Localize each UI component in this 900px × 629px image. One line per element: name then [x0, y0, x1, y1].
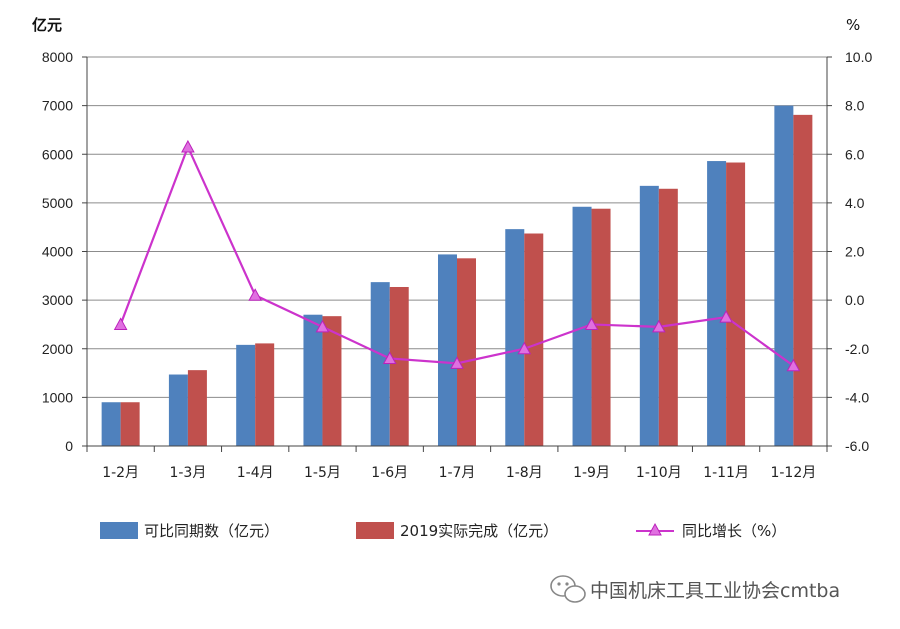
- bar-comparable: [505, 229, 525, 446]
- bar-comparable: [572, 206, 592, 446]
- bar-comparable: [303, 314, 323, 446]
- left-axis-tick-label: 8000: [42, 49, 73, 65]
- x-axis-tick-label: 1-2月: [102, 465, 139, 481]
- bar-actual: [187, 370, 207, 446]
- growth-point: [584, 317, 599, 330]
- left-axis-tick-label: 6000: [42, 146, 73, 162]
- growth-point: [651, 319, 666, 333]
- x-axis-tick-label: 1-4月: [237, 465, 274, 481]
- growth-point: [113, 317, 128, 330]
- x-axis-tick-label: 1-12月: [770, 465, 816, 481]
- legend-label-actual: 2019实际完成（亿元）: [400, 522, 558, 540]
- bar-comparable: [707, 161, 727, 446]
- bar-actual: [524, 233, 544, 446]
- growth-point: [382, 351, 397, 364]
- bar-comparable: [438, 254, 457, 446]
- growth-point: [248, 288, 263, 301]
- bar-actual: [591, 208, 611, 446]
- legend-label-growth: 同比增长（%）: [682, 522, 786, 540]
- wechat-icon: [550, 575, 586, 603]
- right-axis-tick-label: 2.0: [845, 244, 865, 260]
- right-axis-tick-label: 4.0: [845, 195, 865, 211]
- growth-line: [113, 139, 801, 372]
- bars: [101, 105, 813, 447]
- legend-label-comparable: 可比同期数（亿元）: [144, 522, 279, 540]
- x-axis-tick-label: 1-8月: [506, 465, 543, 481]
- right-axis-tick-label: 6.0: [845, 146, 865, 162]
- bar-comparable: [101, 402, 121, 446]
- x-axis-tick-label: 1-3月: [169, 465, 206, 481]
- left-axis-tick-label: 5000: [42, 195, 73, 211]
- bar-actual: [120, 402, 140, 446]
- left-axis-tick-label: 1000: [42, 389, 73, 405]
- legend: 可比同期数（亿元） 2019实际完成（亿元） 同比增长（%）: [100, 522, 786, 540]
- bar-actual: [322, 316, 342, 446]
- left-axis-tick-label: 4000: [42, 244, 73, 260]
- bar-actual: [793, 114, 813, 447]
- growth-point: [719, 310, 733, 323]
- growth-point: [315, 319, 330, 333]
- bar-comparable: [168, 374, 188, 446]
- bar-comparable: [774, 105, 794, 446]
- x-axis-tick-label: 1-7月: [439, 465, 476, 481]
- growth-point: [181, 139, 195, 153]
- right-axis-tick-label: -2.0: [845, 341, 869, 357]
- right-axis-tick-label: 0.0: [845, 292, 865, 308]
- growth-point: [517, 341, 532, 355]
- watermark-text: 中国机床工具工业协会cmtba: [590, 580, 840, 602]
- bar-comparable: [639, 185, 659, 446]
- right-axis-tick-label: 8.0: [845, 98, 865, 114]
- growth-point: [786, 358, 801, 372]
- x-axis-tick-label: 1-9月: [573, 465, 610, 481]
- bar-actual: [726, 162, 746, 447]
- left-axis-unit: 亿元: [32, 16, 62, 34]
- legend-marker-growth: [648, 522, 662, 536]
- tick-labels: 0 -6.0 1000 -4.0 2000 -2.0 3000 0.0 4000 2.0 5000 4…: [42, 49, 873, 481]
- bar-actual: [457, 258, 476, 446]
- x-axis-tick-label: 1-6月: [371, 465, 408, 481]
- legend-swatch-comparable: [100, 522, 138, 539]
- left-axis-tick-label: 7000: [42, 98, 73, 114]
- right-axis-unit: %: [846, 16, 860, 34]
- left-axis-tick-label: 2000: [42, 341, 73, 357]
- right-axis-tick-label: -6.0: [845, 438, 869, 454]
- x-axis-tick-label: 1-11月: [703, 465, 749, 481]
- bar-actual: [389, 286, 409, 446]
- watermark: 中国机床工具工业协会cmtba: [550, 575, 840, 603]
- left-axis-tick-label: 0: [65, 438, 73, 454]
- bar-comparable: [236, 344, 256, 446]
- left-axis-tick-label: 3000: [42, 292, 73, 308]
- right-axis-tick-label: 10.0: [845, 49, 872, 65]
- bar-actual: [658, 188, 678, 446]
- legend-swatch-actual: [356, 522, 394, 539]
- growth-point: [450, 356, 464, 369]
- axes: [82, 56, 832, 452]
- x-axis-tick-label: 1-10月: [636, 465, 682, 481]
- x-axis-tick-label: 1-5月: [304, 465, 341, 481]
- bar-actual: [255, 343, 275, 446]
- bar-comparable: [370, 282, 390, 446]
- right-axis-tick-label: -4.0: [845, 389, 869, 405]
